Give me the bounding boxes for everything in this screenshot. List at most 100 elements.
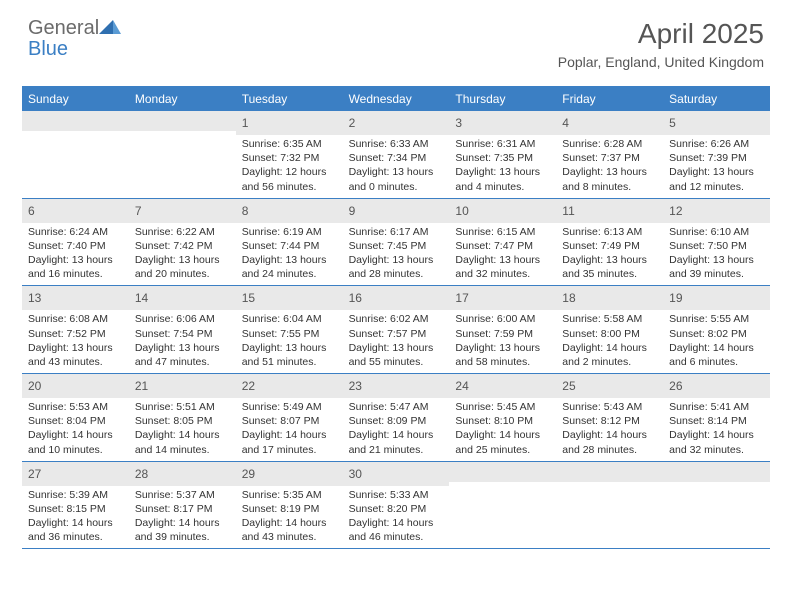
cell-body: Sunrise: 6:22 AMSunset: 7:42 PMDaylight:… [129, 223, 236, 286]
sunrise-text: Sunrise: 6:26 AM [669, 137, 764, 151]
sunset-text: Sunset: 7:55 PM [242, 327, 337, 341]
sunrise-text: Sunrise: 5:49 AM [242, 400, 337, 414]
cell-body [449, 482, 556, 542]
calendar-cell: 30Sunrise: 5:33 AMSunset: 8:20 PMDayligh… [343, 462, 450, 549]
cell-body: Sunrise: 6:13 AMSunset: 7:49 PMDaylight:… [556, 223, 663, 286]
dl2-text: and 20 minutes. [135, 267, 230, 281]
dl2-text: and 32 minutes. [669, 443, 764, 457]
sunrise-text: Sunrise: 5:53 AM [28, 400, 123, 414]
day-number: 10 [455, 204, 468, 218]
cell-body: Sunrise: 5:47 AMSunset: 8:09 PMDaylight:… [343, 398, 450, 461]
day-number: 1 [242, 116, 249, 130]
title-block: April 2025 Poplar, England, United Kingd… [558, 18, 764, 70]
sunset-text: Sunset: 8:12 PM [562, 414, 657, 428]
dl2-text: and 21 minutes. [349, 443, 444, 457]
calendar-cell: 28Sunrise: 5:37 AMSunset: 8:17 PMDayligh… [129, 462, 236, 549]
weeks-container: 1 Sunrise: 6:35 AMSunset: 7:32 PMDaylight… [22, 111, 770, 549]
dl1-text: Daylight: 13 hours [242, 341, 337, 355]
dl1-text: Daylight: 14 hours [242, 516, 337, 530]
calendar-cell: 4Sunrise: 6:28 AMSunset: 7:37 PMDaylight… [556, 111, 663, 198]
calendar-cell: 22Sunrise: 5:49 AMSunset: 8:07 PMDayligh… [236, 374, 343, 461]
dl1-text: Daylight: 13 hours [455, 341, 550, 355]
cell-body: Sunrise: 6:24 AMSunset: 7:40 PMDaylight:… [22, 223, 129, 286]
day-number-row: 16 [343, 286, 450, 310]
sunset-text: Sunset: 7:35 PM [455, 151, 550, 165]
dl1-text: Daylight: 13 hours [135, 341, 230, 355]
dl2-text: and 51 minutes. [242, 355, 337, 369]
cell-body: Sunrise: 6:02 AMSunset: 7:57 PMDaylight:… [343, 310, 450, 373]
dl1-text: Daylight: 14 hours [28, 516, 123, 530]
sunrise-text: Sunrise: 6:22 AM [135, 225, 230, 239]
sunrise-text: Sunrise: 5:58 AM [562, 312, 657, 326]
dl2-text: and 28 minutes. [349, 267, 444, 281]
day-number-row: 27 [22, 462, 129, 486]
dl2-text: and 28 minutes. [562, 443, 657, 457]
cell-body: Sunrise: 6:28 AMSunset: 7:37 PMDaylight:… [556, 135, 663, 198]
day-number: 9 [349, 204, 356, 218]
calendar-cell: 3Sunrise: 6:31 AMSunset: 7:35 PMDaylight… [449, 111, 556, 198]
day-number-row: 10 [449, 199, 556, 223]
calendar-cell: 16 Sunrise: 6:02 AMSunset: 7:57 PMDayligh… [343, 286, 450, 373]
calendar-cell: 14Sunrise: 6:06 AMSunset: 7:54 PMDayligh… [129, 286, 236, 373]
sunset-text: Sunset: 8:09 PM [349, 414, 444, 428]
day-number-row: 30 [343, 462, 450, 486]
sunset-text: Sunset: 7:59 PM [455, 327, 550, 341]
calendar-cell: 6Sunrise: 6:24 AMSunset: 7:40 PMDaylight… [22, 199, 129, 286]
day-number-row [663, 462, 770, 482]
calendar-cell: 25Sunrise: 5:43 AMSunset: 8:12 PMDayligh… [556, 374, 663, 461]
dl2-text: and 6 minutes. [669, 355, 764, 369]
dow-label: Monday [129, 87, 236, 111]
day-number: 13 [28, 291, 41, 305]
day-number-row: 3 [449, 111, 556, 135]
dl2-text: and 25 minutes. [455, 443, 550, 457]
cell-body: Sunrise: 6:35 AMSunset: 7:32 PMDaylight:… [236, 135, 343, 198]
day-number-row: 24 [449, 374, 556, 398]
cell-body: Sunrise: 6:15 AMSunset: 7:47 PMDaylight:… [449, 223, 556, 286]
cell-body: Sunrise: 5:53 AMSunset: 8:04 PMDaylight:… [22, 398, 129, 461]
sunrise-text: Sunrise: 5:41 AM [669, 400, 764, 414]
sunset-text: Sunset: 7:37 PM [562, 151, 657, 165]
dow-label: Tuesday [236, 87, 343, 111]
day-number-row: 11 [556, 199, 663, 223]
sunrise-text: Sunrise: 6:33 AM [349, 137, 444, 151]
calendar-cell: 11Sunrise: 6:13 AMSunset: 7:49 PMDayligh… [556, 199, 663, 286]
dow-label: Saturday [663, 87, 770, 111]
dow-row: SundayMondayTuesdayWednesdayThursdayFrid… [22, 87, 770, 111]
dl1-text: Daylight: 13 hours [28, 253, 123, 267]
cell-body [22, 131, 129, 191]
calendar-cell-empty [129, 111, 236, 198]
sunrise-text: Sunrise: 6:08 AM [28, 312, 123, 326]
day-number-row [129, 111, 236, 131]
dl1-text: Daylight: 13 hours [349, 165, 444, 179]
calendar-cell: 10 Sunrise: 6:15 AMSunset: 7:47 PMDayligh… [449, 199, 556, 286]
day-number: 16 [349, 291, 362, 305]
cell-body: Sunrise: 6:33 AMSunset: 7:34 PMDaylight:… [343, 135, 450, 198]
day-number: 3 [455, 116, 462, 130]
day-number-row [22, 111, 129, 131]
sunset-text: Sunset: 7:42 PM [135, 239, 230, 253]
dl1-text: Daylight: 12 hours [242, 165, 337, 179]
dl2-text: and 10 minutes. [28, 443, 123, 457]
calendar-cell: 27Sunrise: 5:39 AMSunset: 8:15 PMDayligh… [22, 462, 129, 549]
location-text: Poplar, England, United Kingdom [558, 54, 764, 70]
day-number-row: 1 [236, 111, 343, 135]
cell-body: Sunrise: 5:58 AMSunset: 8:00 PMDaylight:… [556, 310, 663, 373]
day-number: 2 [349, 116, 356, 130]
sunset-text: Sunset: 7:40 PM [28, 239, 123, 253]
sunset-text: Sunset: 7:54 PM [135, 327, 230, 341]
dl1-text: Daylight: 14 hours [28, 428, 123, 442]
sunrise-text: Sunrise: 6:31 AM [455, 137, 550, 151]
dl1-text: Daylight: 13 hours [135, 253, 230, 267]
dl2-text: and 17 minutes. [242, 443, 337, 457]
dl2-text: and 14 minutes. [135, 443, 230, 457]
cell-body: Sunrise: 5:35 AMSunset: 8:19 PMDaylight:… [236, 486, 343, 549]
day-number-row: 26 [663, 374, 770, 398]
dl1-text: Daylight: 14 hours [562, 428, 657, 442]
dl2-text: and 43 minutes. [28, 355, 123, 369]
dl1-text: Daylight: 14 hours [135, 428, 230, 442]
dl2-text: and 39 minutes. [669, 267, 764, 281]
dl1-text: Daylight: 13 hours [28, 341, 123, 355]
dl1-text: Daylight: 13 hours [242, 253, 337, 267]
calendar-cell: 7Sunrise: 6:22 AMSunset: 7:42 PMDaylight… [129, 199, 236, 286]
calendar-cell: 19Sunrise: 5:55 AMSunset: 8:02 PMDayligh… [663, 286, 770, 373]
